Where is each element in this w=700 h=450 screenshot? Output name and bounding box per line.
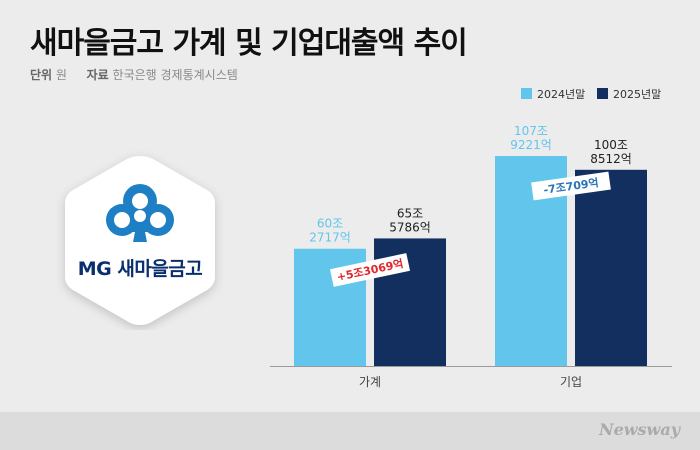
chart-meta: 단위 원 자료 한국은행 경제통계시스템 [30, 66, 238, 83]
change-tag-box-1 [329, 253, 411, 287]
source-value: 한국은행 경제통계시스템 [112, 68, 238, 82]
footer-bar: Newsway [0, 412, 700, 450]
change-tag-box-2 [531, 171, 611, 201]
mg-cloud-icon [106, 184, 174, 242]
value-label-기업-1-a: 107조 [514, 124, 548, 138]
hexagon-badge-icon [65, 156, 215, 325]
logo-text: MG 새마을금고 [77, 258, 203, 280]
value-label-기업-2-b: 8512억 [590, 152, 632, 166]
legend-swatch-1 [521, 88, 532, 99]
legend-swatch-2 [597, 88, 608, 99]
legend-label-2: 2025년말 [613, 88, 661, 101]
value-label-기업-1-b: 9221억 [510, 138, 552, 152]
legend-label-1: 2024년말 [537, 88, 585, 101]
value-label-가계-1-b: 2717억 [309, 231, 351, 245]
mg-logo-badge: MG 새마을금고 [55, 150, 225, 330]
value-label-가계-2-a: 65조 [397, 206, 423, 220]
category-label-기업: 기업 [560, 375, 582, 389]
unit-value: 원 [55, 68, 67, 82]
change-tag-2: -7조709억 [531, 171, 611, 201]
value-label-가계-1-a: 60조 [317, 217, 343, 231]
category-label-가계: 가계 [359, 375, 381, 389]
page-title: 새마을금고 가계 및 기업대출액 추이 [30, 26, 468, 61]
unit-key: 단위 [30, 68, 53, 82]
brand-watermark: Newsway [598, 420, 680, 439]
value-label-기업-2-a: 100조 [594, 138, 628, 152]
bar-기업-2 [575, 169, 647, 366]
source-key: 자료 [86, 68, 109, 82]
bar-가계-2 [374, 238, 446, 366]
value-label-가계-2-b: 5786억 [389, 220, 431, 234]
